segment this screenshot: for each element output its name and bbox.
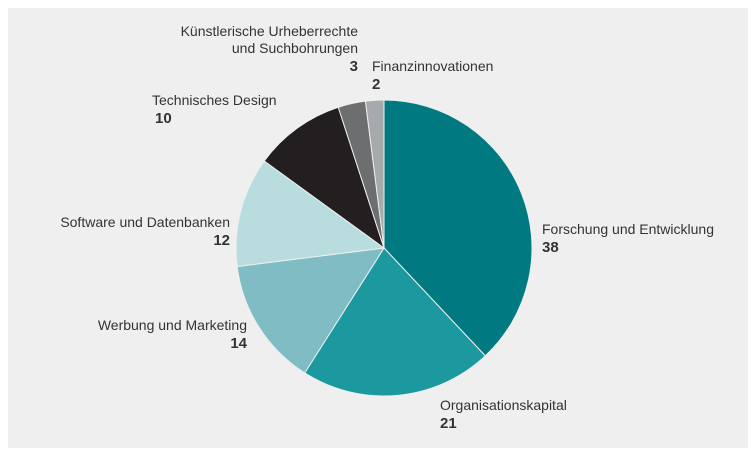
slice-label: Software und Datenbanken [60, 214, 230, 230]
slice-label: Finanzinnovationen [372, 58, 494, 74]
slice-label: Künstlerische Urheberrechte und Suchbohr… [180, 23, 358, 56]
value-label: 3 [349, 58, 358, 75]
slice-label: Werbung und Marketing [97, 317, 247, 333]
slice-label: Technisches Design [152, 92, 277, 108]
value-label: 2 [372, 76, 381, 93]
value-label: 21 [440, 415, 457, 432]
slice-label: Organisationskapital [440, 397, 567, 413]
pie-slice [235, 160, 386, 268]
pie-slice [263, 106, 385, 250]
value-label: 10 [155, 110, 172, 127]
pie-slice [364, 99, 385, 249]
pie-slice [383, 99, 533, 357]
value-label: 12 [213, 232, 230, 249]
slice-label: Forschung und Entwicklung [542, 221, 714, 237]
value-label: 38 [542, 239, 559, 256]
pie-slice [236, 247, 385, 374]
value-label: 14 [230, 335, 247, 352]
pie-slice [304, 247, 487, 397]
